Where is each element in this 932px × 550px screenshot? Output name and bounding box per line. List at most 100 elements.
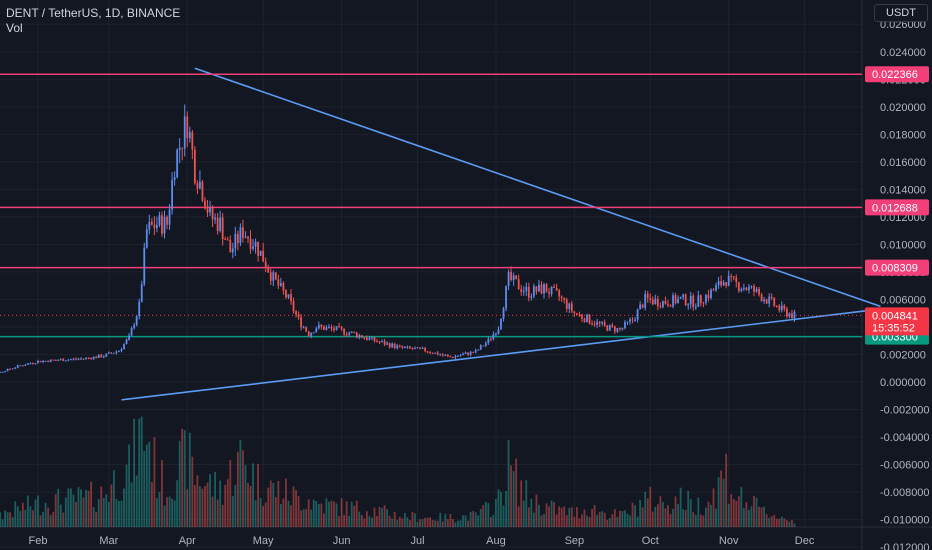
symbol-title[interactable]: DENT / TetherUS, 1D, BINANCE [6, 6, 181, 20]
candle-body [441, 354, 444, 356]
volume-bar [150, 482, 153, 527]
volume-bar [697, 497, 700, 527]
volume-bar [267, 487, 270, 527]
volume-bar [148, 441, 151, 527]
volume-bar [156, 498, 158, 527]
candle-body [297, 314, 300, 318]
volume-bar [373, 507, 376, 527]
volume-bar [196, 475, 199, 527]
volume-bar [24, 509, 27, 527]
candle-body [49, 359, 52, 362]
candle-body [414, 348, 416, 350]
volume-bar [538, 504, 540, 527]
candle-body [788, 313, 791, 317]
candle-body [348, 332, 351, 335]
volume-bar [252, 463, 254, 527]
volume-label[interactable]: Vol [6, 21, 23, 35]
candle-body [545, 284, 548, 293]
chart-legend: DENT / TetherUS, 1D, BINANCE Vol [6, 6, 180, 36]
volume-bar [262, 506, 265, 527]
volume-bar [760, 507, 763, 527]
candle-body [34, 363, 37, 365]
candle-body [469, 351, 472, 355]
volume-bar [1, 519, 4, 527]
volume-bar [722, 478, 725, 527]
candlesticks [0, 104, 796, 373]
candle-body [626, 321, 629, 323]
volume-bar [677, 504, 679, 527]
volume-bar [350, 501, 353, 527]
volume-bar [783, 518, 786, 527]
trendline [194, 67, 881, 308]
candle-body [431, 352, 434, 354]
volume-bar [745, 502, 748, 527]
volume-bar [644, 491, 647, 527]
volume-bar [211, 496, 214, 527]
candle-body [489, 338, 492, 340]
volume-bar [742, 508, 745, 527]
volume-bar [662, 501, 664, 527]
price-axis[interactable]: 0.0260000.0240000.0220000.0200000.018000… [880, 19, 930, 550]
candle-body [340, 326, 343, 329]
volume-bar [100, 486, 103, 527]
candle-body [333, 328, 335, 331]
volume-bar [520, 480, 523, 527]
candle-body [717, 281, 720, 286]
candle-body [358, 335, 361, 338]
volume-bar [42, 511, 44, 527]
candle-body [330, 327, 333, 329]
candle-body [409, 346, 411, 349]
volume-bar [388, 515, 391, 527]
volume-bar [145, 444, 148, 527]
candle-body [596, 321, 599, 325]
candle-body [67, 359, 70, 361]
volume-bar [254, 500, 257, 527]
currency-button[interactable]: USDT [874, 4, 928, 22]
candle-body [624, 322, 626, 328]
candle-body [328, 327, 330, 329]
volume-bar [107, 501, 110, 527]
candle-body [95, 356, 98, 358]
time-tick-label: Mar [99, 535, 118, 547]
volume-bar [765, 514, 768, 527]
volume-bar [173, 500, 176, 527]
candle-body [24, 364, 27, 366]
volume-bar [29, 506, 32, 527]
candle-body [252, 246, 254, 249]
volume-bar [130, 482, 133, 527]
candle-body [669, 305, 672, 307]
time-axis[interactable]: Feb Mar Apr May Jun Jul Aug Sep Oct Nov Dec [29, 535, 815, 547]
candle-body [209, 207, 211, 213]
candle-body [163, 216, 166, 234]
volume-bar [735, 500, 738, 527]
candle-body [737, 282, 740, 291]
volume-bar [687, 490, 690, 527]
candle-body [725, 282, 728, 286]
level-label-bg [865, 199, 929, 216]
volume-bars [0, 416, 796, 527]
volume-bar [581, 514, 583, 527]
volume-bar [672, 508, 674, 527]
candle-body [712, 289, 715, 291]
candle-body [616, 328, 619, 332]
level-label: 0.008309 [872, 263, 918, 275]
volume-bar [231, 496, 234, 527]
volume-bar [414, 513, 416, 527]
volume-bar [16, 506, 19, 527]
candle-body [527, 286, 530, 298]
volume-bar [57, 488, 60, 527]
candle-body [135, 316, 138, 326]
candle-body [682, 294, 685, 297]
candle-body [161, 215, 163, 234]
volume-bar [487, 503, 490, 527]
volume-bar [6, 512, 9, 527]
volume-bar [272, 483, 275, 527]
candle-body [672, 295, 674, 307]
volume-bar [282, 498, 285, 527]
candle-body [538, 284, 540, 292]
candle-body [186, 116, 189, 139]
volume-bar [358, 511, 361, 527]
candle-body [0, 371, 1, 373]
volume-bar [682, 509, 685, 527]
